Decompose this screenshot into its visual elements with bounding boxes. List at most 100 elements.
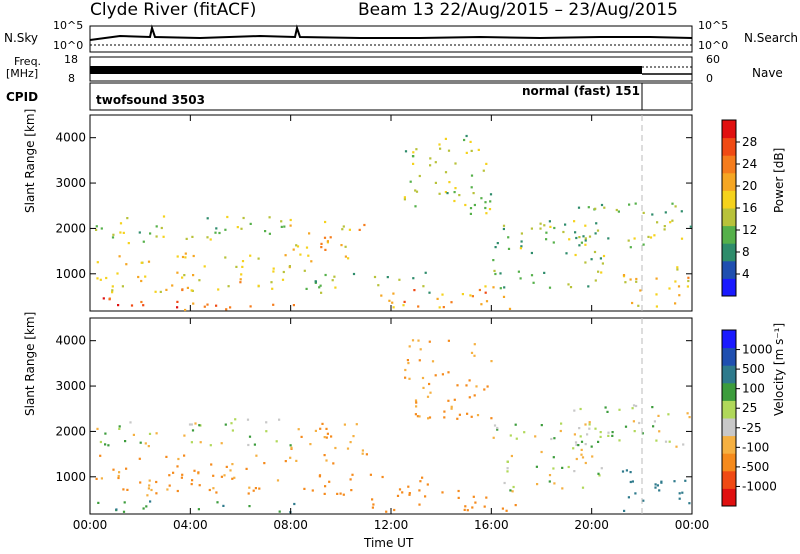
noise-tick-bottom-left: 10^0	[53, 39, 84, 52]
heatmap-cell	[206, 303, 209, 306]
heatmap-cell	[270, 281, 273, 284]
heatmap-cell	[428, 382, 431, 386]
heatmap-cell	[655, 439, 658, 442]
heatmap-cell	[534, 435, 537, 438]
heatmap-cell	[341, 228, 344, 231]
heatmap-cell	[352, 435, 355, 438]
heatmap-cell	[324, 485, 327, 488]
colorbar-segment	[722, 470, 736, 489]
heatmap-cell	[139, 481, 142, 484]
heatmap-cell	[412, 162, 415, 165]
nsky-label: N.Sky	[4, 31, 39, 45]
heatmap-cell	[271, 287, 274, 290]
heatmap-cell	[611, 434, 614, 437]
heatmap-cell	[587, 206, 590, 209]
heatmap-cell	[203, 305, 206, 308]
heatmap-cell	[530, 251, 533, 255]
heatmap-cell	[496, 426, 499, 430]
heatmap-cell	[664, 211, 667, 214]
heatmap-cell	[324, 273, 327, 277]
heatmap-cell	[198, 484, 201, 487]
heatmap-cell	[148, 479, 151, 482]
heatmap-cell	[470, 149, 473, 152]
cpid-strip-frame	[89, 82, 693, 111]
heatmap-cell	[100, 477, 103, 480]
heatmap-cell	[573, 470, 576, 473]
heatmap-cell	[197, 508, 200, 511]
heatmap-cell	[426, 395, 430, 398]
heatmap-cell	[642, 243, 645, 246]
heatmap-cell	[209, 444, 212, 447]
heatmap-cell	[95, 228, 98, 231]
heatmap-cell	[254, 487, 257, 490]
heatmap-cell	[191, 235, 194, 238]
heatmap-cell	[190, 423, 193, 426]
heatmap-cell	[246, 418, 250, 421]
heatmap-cell	[584, 243, 587, 246]
heatmap-cell	[457, 489, 460, 493]
heatmap-cell	[418, 415, 421, 418]
heatmap-cell	[319, 427, 322, 430]
heatmap-cell	[181, 288, 184, 292]
heatmap-cell	[658, 430, 661, 433]
heatmap-cell	[450, 405, 453, 408]
heatmap-cell	[493, 424, 497, 427]
heatmap-cell	[431, 360, 435, 363]
heatmap-cell	[147, 260, 151, 263]
heatmap-cell	[429, 391, 432, 394]
heatmap-cell	[663, 228, 666, 231]
heatmap-cell	[599, 257, 602, 260]
heatmap-cell	[671, 202, 674, 205]
heatmap-cell	[468, 396, 471, 399]
heatmap-cell	[664, 440, 668, 443]
heatmap-cell	[108, 297, 111, 300]
heatmap-cell	[502, 227, 505, 231]
heatmap-cell	[607, 237, 610, 240]
heatmap-cell	[663, 225, 666, 228]
heatmap-cell	[478, 288, 481, 292]
heatmap-cell	[268, 232, 271, 235]
heatmap-cell	[494, 272, 497, 276]
heatmap-cell	[624, 281, 627, 284]
heatmap-cell	[325, 436, 328, 439]
heatmap-cell	[559, 429, 562, 433]
heatmap-cell	[553, 437, 556, 440]
heatmap-cell	[203, 265, 206, 268]
heatmap-cell	[236, 226, 239, 229]
heatmap-cell	[654, 486, 657, 489]
heatmap-cell	[342, 225, 345, 228]
heatmap-cell	[142, 304, 145, 307]
heatmap-cell	[580, 440, 584, 443]
heatmap-cell	[584, 224, 587, 227]
colorbar-tick-label: 24	[742, 157, 757, 171]
heatmap-cell	[511, 490, 514, 493]
freq-tick-top: 18	[64, 53, 78, 66]
y-tick-label: 3000	[55, 176, 86, 190]
heatmap-cell	[96, 261, 99, 264]
heatmap-cell	[401, 491, 404, 494]
heatmap-cell	[300, 435, 303, 438]
heatmap-cell	[615, 208, 618, 212]
heatmap-cell	[118, 471, 121, 474]
heatmap-cell	[258, 487, 261, 490]
heatmap-cell	[280, 225, 283, 228]
power-ylabel: Slant Range [km]	[23, 108, 37, 213]
heatmap-cell	[447, 371, 450, 374]
heatmap-cell	[227, 285, 230, 288]
heatmap-cell	[501, 507, 504, 510]
heatmap-cell	[403, 198, 406, 201]
heatmap-cell	[584, 443, 587, 446]
heatmap-cell	[265, 421, 268, 424]
heatmap-cell	[548, 480, 551, 483]
heatmap-cell	[581, 456, 585, 459]
heatmap-cell	[453, 199, 456, 203]
heatmap-cell	[231, 429, 234, 432]
colorbar-tick-label: -100	[742, 440, 769, 454]
heatmap-cell	[247, 492, 250, 495]
heatmap-cell	[184, 308, 187, 312]
heatmap-cell	[580, 241, 583, 244]
heatmap-cell	[621, 470, 625, 473]
heatmap-cell	[482, 169, 485, 172]
heatmap-cell	[548, 220, 551, 223]
heatmap-cell	[407, 485, 410, 488]
